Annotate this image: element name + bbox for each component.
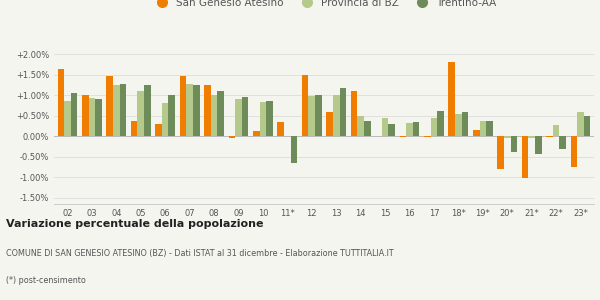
- Bar: [406, 123, 413, 136]
- Bar: [308, 96, 315, 136]
- Bar: [137, 91, 144, 136]
- Bar: [95, 99, 102, 136]
- Bar: [486, 121, 493, 136]
- Bar: [571, 136, 577, 167]
- Bar: [193, 85, 200, 136]
- Bar: [266, 101, 273, 136]
- Bar: [180, 76, 187, 136]
- Bar: [326, 112, 333, 136]
- Bar: [437, 111, 444, 136]
- Bar: [424, 136, 431, 137]
- Bar: [119, 84, 126, 136]
- Legend: San Genesio Atesino, Provincia di BZ, Trentino-AA: San Genesio Atesino, Provincia di BZ, Tr…: [147, 0, 501, 12]
- Bar: [113, 85, 119, 136]
- Bar: [169, 95, 175, 136]
- Bar: [242, 97, 248, 136]
- Bar: [155, 124, 162, 136]
- Bar: [431, 118, 437, 136]
- Bar: [413, 122, 419, 136]
- Bar: [559, 136, 566, 148]
- Bar: [497, 136, 504, 169]
- Bar: [473, 130, 479, 136]
- Bar: [106, 76, 113, 136]
- Bar: [253, 131, 260, 136]
- Bar: [302, 75, 308, 136]
- Bar: [448, 62, 455, 136]
- Text: (*) post-censimento: (*) post-censimento: [6, 276, 86, 285]
- Bar: [144, 85, 151, 136]
- Bar: [382, 118, 388, 136]
- Bar: [204, 85, 211, 136]
- Bar: [187, 84, 193, 136]
- Bar: [522, 136, 529, 178]
- Bar: [388, 124, 395, 136]
- Bar: [364, 121, 371, 136]
- Bar: [71, 93, 77, 136]
- Bar: [260, 102, 266, 136]
- Bar: [584, 116, 590, 136]
- Bar: [131, 121, 137, 136]
- Bar: [546, 136, 553, 137]
- Bar: [461, 112, 468, 136]
- Bar: [211, 95, 217, 136]
- Bar: [504, 136, 511, 138]
- Text: Variazione percentuale della popolazione: Variazione percentuale della popolazione: [6, 219, 263, 229]
- Bar: [82, 95, 89, 136]
- Bar: [290, 136, 297, 163]
- Bar: [358, 116, 364, 136]
- Bar: [333, 95, 340, 136]
- Bar: [64, 101, 71, 136]
- Bar: [229, 136, 235, 138]
- Text: COMUNE DI SAN GENESIO ATESINO (BZ) - Dati ISTAT al 31 dicembre - Elaborazione TU: COMUNE DI SAN GENESIO ATESINO (BZ) - Dat…: [6, 249, 394, 258]
- Bar: [400, 136, 406, 137]
- Bar: [162, 103, 169, 136]
- Bar: [535, 136, 542, 154]
- Bar: [511, 136, 517, 152]
- Bar: [217, 91, 224, 136]
- Bar: [89, 98, 95, 136]
- Bar: [58, 68, 64, 136]
- Bar: [455, 114, 461, 136]
- Bar: [235, 99, 242, 136]
- Bar: [315, 95, 322, 136]
- Bar: [351, 91, 358, 136]
- Bar: [529, 136, 535, 138]
- Bar: [479, 121, 486, 136]
- Bar: [340, 88, 346, 136]
- Bar: [577, 112, 584, 136]
- Bar: [553, 125, 559, 136]
- Bar: [277, 122, 284, 136]
